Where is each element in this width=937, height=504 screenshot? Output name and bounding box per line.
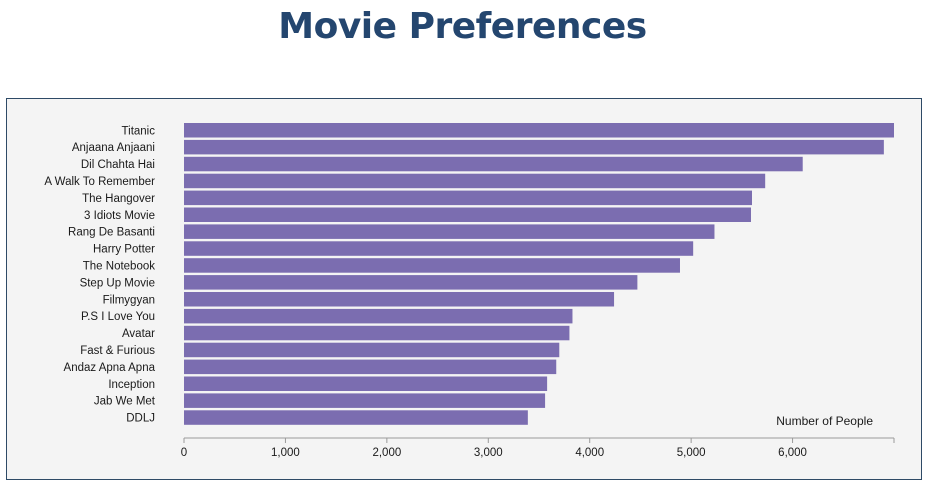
category-label: Titanic	[122, 125, 156, 137]
category-label: DDLJ	[126, 413, 155, 425]
bar-fast-furious	[184, 342, 560, 358]
x-tick-label: 3,000	[474, 447, 503, 459]
x-axis-title: Number of People	[776, 414, 873, 428]
category-label: The Hangover	[82, 193, 155, 205]
category-labels: Titanic Anjaana Anjaani Dil Chahta Hai A Wa…	[44, 125, 155, 424]
bar-ddlj	[184, 410, 528, 425]
category-label: Dil Chahta Hai	[81, 159, 155, 171]
bar-titanic	[184, 123, 894, 138]
x-tick-label: 1,000	[271, 447, 300, 459]
category-label: The Notebook	[83, 260, 155, 272]
x-tick-label: 5,000	[677, 447, 706, 459]
x-tick-label: 6,000	[778, 447, 807, 459]
page-title: Movie Preferences	[278, 6, 647, 47]
bar-andaz-apna-apna	[184, 359, 557, 375]
category-label: Jab We Met	[94, 396, 156, 408]
category-label: Harry Potter	[93, 244, 155, 256]
category-label: P.S I Love You	[81, 311, 155, 323]
bar-avatar	[184, 325, 570, 341]
bar-chart: Titanic Anjaana Anjaani Dil Chahta Hai A Wa…	[44, 123, 895, 459]
bar-rang-de-basanti	[184, 224, 715, 239]
category-label: Rang De Basanti	[68, 227, 155, 239]
category-label: Filmygyan	[103, 294, 155, 306]
category-label: Inception	[108, 379, 155, 391]
category-label: 3 Idiots Movie	[84, 210, 155, 222]
bar-filmygyan	[184, 292, 615, 307]
bar-jab-we-met	[184, 393, 546, 408]
bar-inception	[184, 376, 548, 391]
bar-harry-potter	[184, 241, 694, 256]
x-tick-label: 2,000	[372, 447, 401, 459]
bar-step-up-movie	[184, 275, 638, 290]
category-label: Andaz Apna Apna	[64, 362, 156, 374]
bar-3-idiots-movie	[184, 207, 751, 222]
bars-layer	[184, 123, 894, 425]
bar-the-hangover	[184, 190, 752, 206]
category-label: Avatar	[122, 328, 155, 340]
category-label: A Walk To Remember	[44, 176, 155, 188]
x-axis-ticks: 0 1,000 2,000 3,000 4,000 5,000 6,000	[181, 438, 895, 459]
bar-p-s-i-love-you	[184, 308, 573, 324]
bar-a-walk-to-remember	[184, 173, 766, 189]
x-tick-label: 0	[181, 447, 187, 459]
bar-anjaana-anjaani	[184, 139, 884, 155]
category-label: Fast & Furious	[80, 345, 155, 357]
x-tick-label: 4,000	[575, 447, 604, 459]
bar-dil-chahta-hai	[184, 156, 803, 172]
category-label: Anjaana Anjaani	[72, 142, 155, 154]
bar-the-notebook	[184, 258, 680, 273]
chart-frame: Titanic Anjaana Anjaani Dil Chahta Hai A Wa…	[6, 98, 922, 480]
category-label: Step Up Movie	[80, 277, 155, 289]
